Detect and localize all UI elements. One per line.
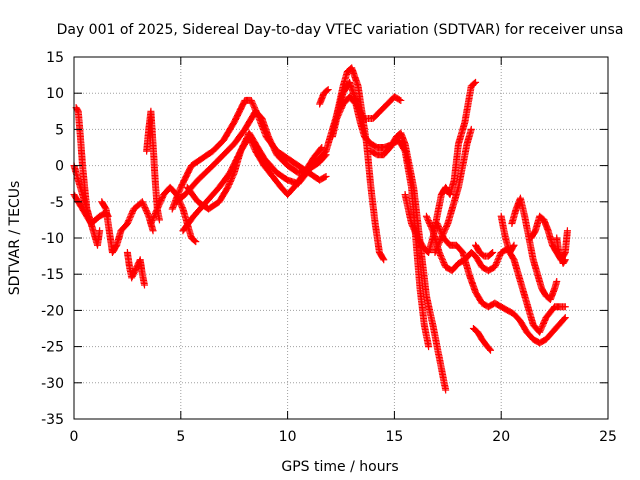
series-sat-t [433,220,569,347]
chart-title: Day 001 of 2025, Sidereal Day-to-day VTE… [57,22,624,38]
series-trace [368,130,449,392]
series-trace [73,105,95,226]
x-tick-label: 20 [492,429,510,445]
y-tick-label: -15 [41,267,64,283]
series-sat-x [508,194,561,304]
series-sat-e [123,248,148,289]
series-trace [471,325,494,353]
series-sat-o [316,86,332,108]
y-tick-label: -25 [41,340,64,356]
y-tick-label: 15 [46,50,64,66]
y-axis-label: SDTVAR / TECUs [7,181,23,296]
series-trace [498,214,517,255]
series-trace [333,80,403,122]
series-trace [99,199,157,255]
series-sat-w [497,212,518,256]
series-trace [184,130,310,212]
series-sat-s [431,125,475,256]
y-tick-label: -35 [41,412,64,428]
series-sat-u [469,325,495,354]
series-sat-z [553,234,569,267]
series-sat-p [367,129,450,394]
y-tick-label: -30 [41,376,64,392]
series-sat-r [422,212,569,336]
x-tick-label: 10 [279,429,297,445]
x-axis-label: GPS time / hours [281,459,398,475]
series-trace [553,235,569,266]
x-tick-label: 25 [599,429,617,445]
y-tick-label: -10 [41,231,64,247]
series-sat-k [183,129,311,213]
y-tick-label: 0 [55,159,64,175]
series-trace [434,221,568,346]
series-sat-n [333,78,405,123]
series-sat-v [472,241,497,260]
series-trace [472,242,496,260]
y-tick-label: -5 [50,195,64,211]
series-sat-d [98,198,157,256]
series-sat-y [527,212,571,264]
x-tick-label: 0 [70,429,79,445]
series-layer [70,64,571,394]
x-tick-label: 5 [176,429,185,445]
series-trace [432,127,475,255]
series-trace [316,87,331,107]
series-trace [508,196,560,303]
series-trace [124,250,148,287]
y-tick-label: 10 [46,86,64,102]
axis-ticks: -35 -30 -25 -20 -15 -10 -5 0 5 10 15 0 5 10 15 20 25 [41,50,617,445]
y-tick-label: 5 [55,122,64,138]
series-sat-c [72,104,95,228]
x-tick-label: 15 [385,429,403,445]
y-tick-label: -20 [41,303,64,319]
